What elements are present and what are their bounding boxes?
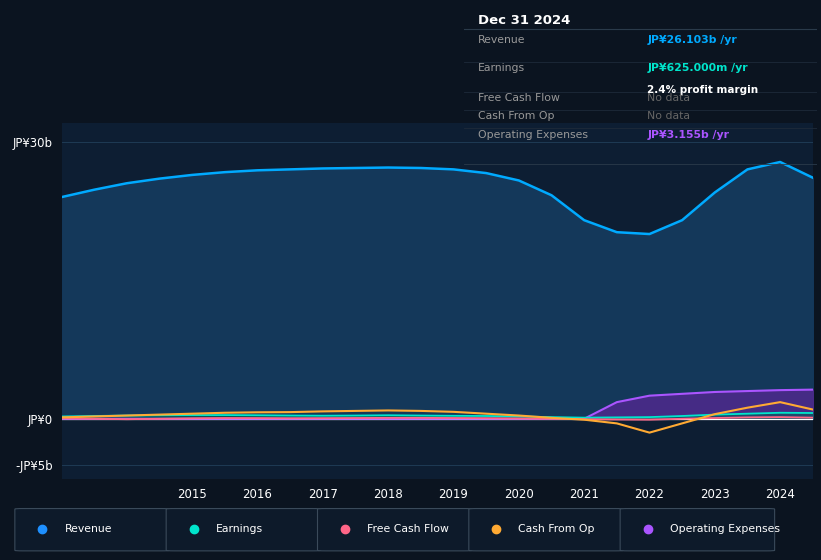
- FancyBboxPatch shape: [166, 508, 321, 551]
- FancyBboxPatch shape: [620, 508, 775, 551]
- Text: Earnings: Earnings: [216, 524, 263, 534]
- Text: Revenue: Revenue: [478, 35, 525, 45]
- Text: Revenue: Revenue: [65, 524, 112, 534]
- Text: JP¥3.155b /yr: JP¥3.155b /yr: [648, 129, 729, 139]
- Text: Dec 31 2024: Dec 31 2024: [478, 14, 571, 27]
- Text: Free Cash Flow: Free Cash Flow: [478, 93, 560, 103]
- FancyBboxPatch shape: [15, 508, 169, 551]
- Text: JP¥625.000m /yr: JP¥625.000m /yr: [648, 63, 748, 73]
- Text: Earnings: Earnings: [478, 63, 525, 73]
- FancyBboxPatch shape: [318, 508, 472, 551]
- Text: Operating Expenses: Operating Expenses: [670, 524, 780, 534]
- Text: No data: No data: [648, 93, 690, 103]
- Text: JP¥26.103b /yr: JP¥26.103b /yr: [648, 35, 737, 45]
- Text: Cash From Op: Cash From Op: [519, 524, 595, 534]
- Text: No data: No data: [648, 111, 690, 122]
- Text: Free Cash Flow: Free Cash Flow: [367, 524, 449, 534]
- Text: Cash From Op: Cash From Op: [478, 111, 554, 122]
- Text: Operating Expenses: Operating Expenses: [478, 129, 588, 139]
- FancyBboxPatch shape: [469, 508, 623, 551]
- Text: 2.4% profit margin: 2.4% profit margin: [648, 85, 759, 95]
